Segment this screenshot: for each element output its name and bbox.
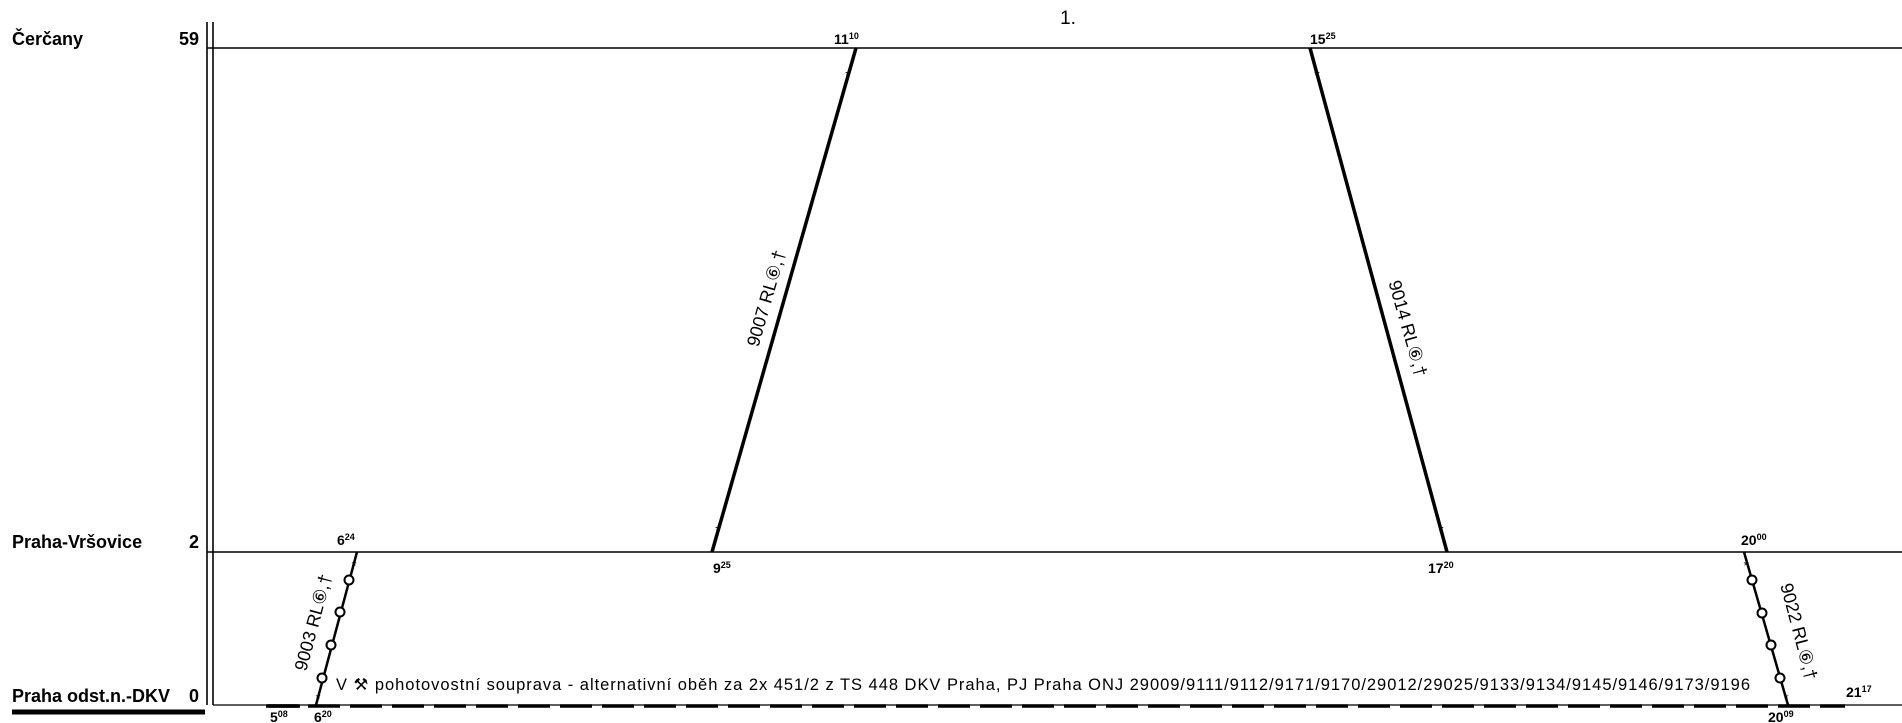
train-label-9007: 9007 RL⑥,† [743, 248, 790, 349]
time-arr-9022: 2009 [1768, 709, 1794, 723]
circle-mark [1746, 574, 1758, 586]
train-9014: * * 9014 RL⑥,† 1525 1720 [1308, 31, 1454, 576]
time-dep-9022: 2000 [1741, 532, 1767, 548]
train-label-9022: 9022 RL⑥,† [1776, 581, 1821, 682]
circle-mark [334, 606, 346, 618]
asterisk-mark: * [1438, 522, 1444, 538]
asterisk-mark: * [845, 67, 851, 83]
page-title: 1. [1060, 8, 1076, 29]
asterisk-mark: * [315, 691, 320, 706]
asterisk-mark: * [1314, 67, 1320, 83]
circle-mark [1756, 607, 1768, 619]
asterisk-mark: * [351, 558, 356, 573]
time-arr-9007: 1110 [834, 31, 859, 47]
train-line-9014 [1308, 47, 1449, 553]
time-dep-9003: 620 [314, 709, 332, 723]
asterisk-mark: * [1743, 558, 1748, 573]
train-9022: * * 9022 RL⑥,† 2000 2009 [1741, 532, 1821, 723]
shunt-end-time: 2117 [1846, 684, 1872, 700]
time-arr-9014: 1720 [1428, 560, 1454, 576]
time-dep-9014: 1525 [1310, 31, 1336, 47]
station-lines [12, 47, 1902, 715]
circle-mark [316, 672, 328, 684]
train-label-9014: 9014 RL⑥,† [1384, 278, 1431, 379]
asterisk-mark: * [715, 522, 721, 538]
circle-mark [1774, 672, 1786, 684]
circle-mark [343, 574, 355, 586]
time-axis [206, 22, 214, 705]
train-9007: * * 9007 RL⑥,† 925 1110 [710, 31, 859, 576]
station-name-vrsovice: Praha-Vršovice [12, 532, 142, 552]
station-name-cercany: Čerčany [12, 28, 83, 49]
station-km-dkv: 0 [189, 686, 199, 706]
station-km-cercany: 59 [179, 29, 199, 49]
train-line-9007 [710, 47, 858, 553]
station-km-vrsovice: 2 [189, 532, 199, 552]
circle-mark [1765, 639, 1777, 651]
station-labels: Čerčany 59 Praha-Vršovice 2 Praha odst.n… [12, 28, 199, 706]
circle-mark [325, 639, 337, 651]
asterisk-mark: * [1783, 691, 1788, 706]
time-dep-9007: 925 [713, 560, 731, 576]
station-name-dkv: Praha odst.n.-DKV [12, 686, 170, 706]
train-9003: * * 9003 RL⑥,† 620 624 [291, 532, 359, 723]
time-arr-9003: 624 [337, 532, 355, 548]
circulation-note: V ⚒ pohotovostní souprava - alternativní… [336, 676, 1750, 694]
shunt-start-time: 508 [270, 709, 288, 723]
